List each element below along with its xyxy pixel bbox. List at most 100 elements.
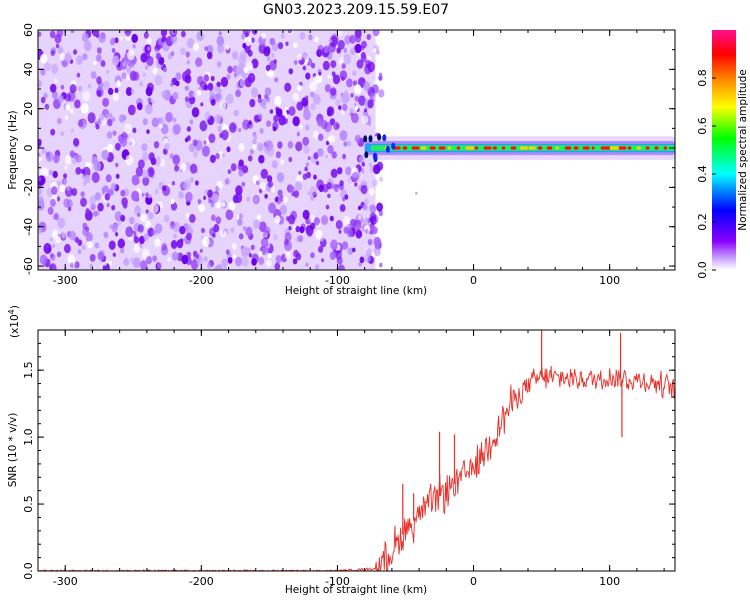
noise-blob — [268, 202, 276, 214]
noise-blob — [145, 209, 149, 214]
signal-core — [429, 146, 436, 150]
noise-blob — [292, 92, 299, 102]
noise-blob — [38, 138, 42, 146]
noise-blob — [373, 95, 378, 101]
noise-blob — [64, 52, 72, 63]
noise-blob — [167, 257, 171, 262]
noise-blob — [140, 260, 148, 270]
x-tick-label: -300 — [53, 575, 78, 588]
noise-blob — [49, 264, 53, 270]
noise-blob — [349, 34, 357, 44]
noise-blob — [153, 141, 160, 149]
noise-blob — [135, 179, 140, 185]
noise-blob — [335, 220, 343, 230]
noise-blob — [151, 117, 159, 128]
noise-blob — [195, 180, 199, 186]
noise-blob — [263, 46, 271, 57]
noise-blob — [94, 242, 100, 249]
noise-blob — [43, 243, 52, 254]
colorbar-tick-label: 0.6 — [696, 117, 709, 135]
noise-blob — [65, 104, 71, 111]
signal-core — [546, 146, 553, 150]
noise-blob — [309, 186, 317, 197]
noise-blob — [211, 193, 219, 204]
snr-multiplier: (x104) — [7, 305, 21, 338]
noise-blob — [151, 229, 156, 236]
noise-blob — [315, 229, 323, 240]
noise-blob — [344, 35, 352, 45]
noise-blob — [310, 103, 316, 111]
noise-blob — [69, 230, 77, 241]
noise-blob — [343, 141, 348, 147]
noise-blob — [309, 81, 317, 92]
noise-blob — [80, 103, 89, 114]
noise-blob — [242, 226, 247, 231]
noise-blob — [38, 176, 42, 182]
noise-blob — [137, 102, 143, 111]
noise-blob — [60, 131, 64, 136]
noise-blob — [45, 151, 51, 158]
noise-blob — [41, 147, 47, 154]
noise-blob — [354, 43, 362, 54]
noise-blob — [141, 143, 148, 152]
signal-onset-blob — [373, 155, 378, 163]
noise-blob — [209, 154, 216, 163]
noise-blob — [108, 240, 116, 250]
signal-core — [654, 146, 659, 150]
noise-blob — [378, 210, 383, 217]
noise-blob — [306, 171, 311, 179]
noise-blob — [287, 141, 294, 149]
noise-blob — [353, 219, 362, 231]
spectrogram-ylabel: Frequency (Hz) — [7, 110, 19, 189]
noise-blob — [361, 115, 369, 125]
noise-blob — [107, 118, 113, 127]
noise-blob — [189, 163, 198, 174]
isolated-point — [414, 191, 418, 195]
noise-blob — [259, 127, 264, 134]
noise-blob — [242, 42, 247, 49]
noise-blob — [274, 197, 279, 203]
noise-blob — [40, 53, 48, 64]
noise-blob — [317, 118, 323, 127]
noise-blob — [112, 92, 119, 102]
noise-blob — [305, 95, 309, 101]
signal-onset-blob — [382, 134, 387, 142]
noise-blob — [360, 51, 366, 60]
noise-blob — [109, 113, 113, 118]
noise-blob — [180, 47, 186, 56]
y-tick-label: -40 — [22, 218, 35, 236]
noise-blob — [204, 111, 211, 120]
noise-blob — [274, 215, 281, 224]
noise-blob — [38, 79, 42, 88]
spectrogram-frame — [37, 29, 676, 271]
noise-blob — [284, 82, 292, 93]
noise-blob — [143, 233, 149, 241]
snr-series-line — [38, 366, 675, 571]
noise-blob — [310, 252, 315, 259]
noise-blob — [186, 37, 195, 49]
y-tick-label: 1.0 — [22, 428, 35, 446]
noise-blob — [109, 224, 113, 229]
signal-core — [537, 146, 543, 150]
signal-core — [600, 146, 611, 150]
noise-blob — [367, 99, 374, 109]
noise-blob — [116, 80, 121, 87]
noise-blob — [238, 213, 243, 220]
noise-blob — [173, 233, 177, 239]
snr-frame — [37, 329, 676, 572]
noise-blob — [292, 116, 300, 127]
noise-blob — [103, 231, 109, 239]
noise-blob — [275, 151, 281, 159]
snr-multiplier-exp: 4 — [7, 309, 16, 314]
noise-blob — [364, 108, 368, 113]
noise-blob — [100, 60, 106, 67]
snr-content — [38, 330, 675, 571]
noise-blob — [330, 60, 337, 69]
noise-blob — [161, 243, 168, 251]
noise-blob — [106, 69, 110, 74]
noise-blob — [193, 150, 198, 158]
noise-blob — [272, 126, 277, 132]
noise-blob — [260, 168, 268, 179]
noise-blob — [203, 84, 209, 91]
